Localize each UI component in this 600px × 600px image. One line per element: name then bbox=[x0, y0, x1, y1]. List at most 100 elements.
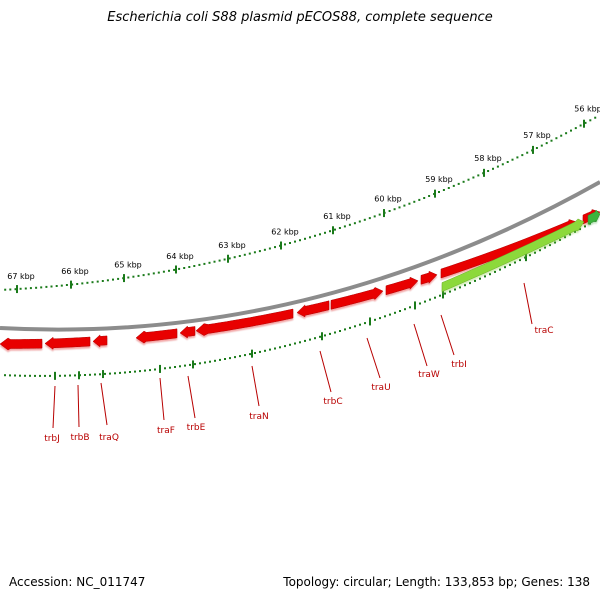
outer-scale-dot bbox=[50, 285, 53, 288]
gene-label: trbB bbox=[70, 433, 89, 443]
gene-annotations: traC trbI traW traU trbC traN trbE traF traQ trbB… bbox=[44, 282, 554, 444]
outer-scale-dot bbox=[496, 165, 499, 168]
inner-scale-dot bbox=[194, 363, 196, 366]
gene-label: trbC bbox=[323, 397, 342, 407]
outer-scale-dot bbox=[358, 220, 361, 223]
gene-leader-line bbox=[251, 365, 260, 407]
outer-scale-dot bbox=[24, 287, 27, 290]
outer-scale-dot bbox=[545, 142, 548, 145]
outer-scale-dot bbox=[223, 258, 226, 261]
inner-scale-dot bbox=[9, 374, 11, 377]
gene-track bbox=[0, 209, 600, 351]
outer-scale-dot bbox=[378, 213, 381, 216]
inner-scale-dot bbox=[124, 371, 126, 374]
outer-scale-dot bbox=[198, 263, 201, 266]
kbp-label: 57 kbp bbox=[523, 131, 551, 140]
gene-arrow bbox=[420, 270, 438, 285]
inner-scale-dot bbox=[209, 360, 211, 363]
gene-arrow bbox=[296, 300, 330, 318]
outer-scale-dot bbox=[304, 237, 306, 240]
gene-arrow bbox=[0, 337, 43, 351]
inner-scale-dot bbox=[439, 294, 441, 297]
inner-scale-dot bbox=[59, 374, 61, 377]
inner-scale-dot bbox=[584, 225, 586, 228]
inner-scale-dot bbox=[269, 348, 271, 351]
outer-scale-dot bbox=[213, 260, 216, 263]
outer-scale-dot bbox=[388, 210, 391, 212]
gene-label: trbE bbox=[187, 423, 206, 433]
inner-scale-dot bbox=[119, 371, 121, 374]
outer-scale-dot bbox=[314, 234, 316, 237]
inner-scale-dot bbox=[189, 363, 191, 366]
outer-scale-dot bbox=[428, 195, 431, 197]
outer-scale-dot bbox=[4, 288, 7, 291]
outer-scale-dot bbox=[472, 176, 475, 179]
inner-scale-dot bbox=[469, 282, 471, 285]
outer-scale-dot bbox=[348, 223, 351, 226]
outer-scale-dot bbox=[408, 202, 411, 205]
outer-scale-dot bbox=[418, 198, 421, 201]
inner-scale-dot bbox=[499, 268, 501, 271]
outer-scale-dot bbox=[60, 284, 63, 287]
outer-scale-dot bbox=[452, 184, 455, 187]
outer-scale-dot bbox=[152, 272, 155, 275]
inner-scale-dot bbox=[259, 350, 261, 353]
inner-scale-dot bbox=[29, 374, 31, 377]
outer-scale-dot bbox=[55, 285, 58, 287]
outer-scale-dot bbox=[142, 274, 145, 277]
outer-scale-dot bbox=[81, 282, 84, 285]
inner-scale-dot bbox=[379, 317, 381, 320]
outer-scale-dot bbox=[35, 286, 38, 289]
inner-scale-dot bbox=[144, 369, 146, 372]
outer-scale-dot bbox=[579, 124, 582, 127]
inner-scale-dot bbox=[69, 374, 71, 377]
outer-scale-dot bbox=[338, 227, 341, 229]
outer-scale-dot bbox=[248, 252, 251, 255]
outer-scale-dot bbox=[555, 137, 558, 140]
outer-scale-dot bbox=[570, 129, 572, 132]
outer-scale-dot bbox=[91, 281, 94, 284]
outer-scale-dot bbox=[284, 243, 286, 246]
outer-scale-dot bbox=[393, 208, 396, 211]
outer-scale-dot bbox=[117, 277, 120, 280]
outer-scale-dot bbox=[413, 200, 416, 203]
inner-scale-dot bbox=[254, 352, 256, 354]
outer-scale-dot bbox=[76, 283, 79, 285]
outer-scale-dot bbox=[477, 174, 480, 177]
outer-scale-dot bbox=[127, 276, 130, 279]
inner-scale-dot bbox=[424, 300, 426, 303]
gene-label: traW bbox=[418, 370, 440, 380]
inner-scale-dot bbox=[374, 318, 376, 321]
inner-scale-dot bbox=[559, 238, 561, 241]
outer-scale-dot bbox=[289, 242, 291, 244]
outer-scale-dot bbox=[487, 170, 490, 172]
outer-scale-dot bbox=[560, 134, 563, 137]
outer-scale-ticks bbox=[4, 116, 597, 294]
outer-scale-dot bbox=[299, 239, 301, 242]
inner-scale-ticks bbox=[4, 219, 596, 380]
gene-leader-line bbox=[159, 377, 165, 421]
inner-scale-dot bbox=[139, 370, 141, 373]
outer-scale-dot bbox=[462, 180, 465, 183]
outer-scale-dot bbox=[492, 167, 494, 170]
inner-scale-dot bbox=[284, 345, 286, 348]
outer-scale-dot bbox=[208, 261, 211, 264]
inner-scale-dot bbox=[334, 331, 336, 334]
inner-scale-dot bbox=[494, 270, 496, 273]
inner-scale-dot bbox=[279, 346, 281, 349]
outer-scale-dot bbox=[584, 121, 587, 124]
inner-scale-dot bbox=[64, 374, 66, 377]
gene-arrow-green bbox=[587, 209, 600, 225]
gene-arrow bbox=[135, 328, 178, 344]
outer-scale-dot bbox=[373, 215, 376, 218]
gene-label: traC bbox=[534, 326, 553, 336]
inner-scale-dot bbox=[89, 373, 91, 376]
inner-scale-dot bbox=[314, 337, 316, 340]
outer-scale-dot bbox=[589, 119, 592, 122]
inner-scale-dot bbox=[219, 358, 221, 361]
outer-scale-dot bbox=[253, 251, 256, 254]
outer-scale-dot bbox=[447, 187, 450, 189]
kbp-labels: 56 kbp 57 kbp 58 kbp 59 kbp 60 kbp 61 kbp 62 k… bbox=[7, 105, 600, 281]
inner-scale-dot bbox=[504, 266, 506, 269]
